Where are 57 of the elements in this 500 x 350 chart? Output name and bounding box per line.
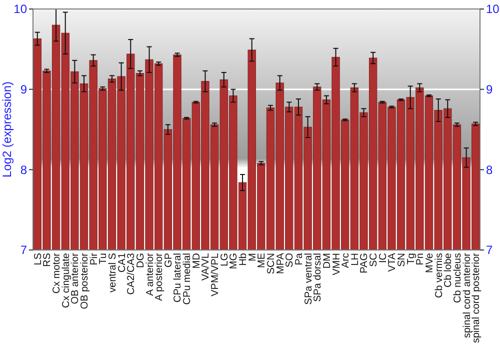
x-tick-label: VTA xyxy=(387,252,398,272)
x-tick-label: Hb xyxy=(238,252,250,266)
y2-tick-label: 10 xyxy=(486,2,500,16)
x-tick-label: SN xyxy=(396,253,408,267)
x-tick-label: Cx motor xyxy=(52,252,63,294)
x-tick-label: LG xyxy=(219,252,230,266)
x-tick-label: Cb nucleus xyxy=(452,253,464,304)
x-tick-label: PAG xyxy=(359,252,370,274)
x-tick-label: Pir xyxy=(88,252,100,266)
x-tick-label: MVe xyxy=(424,252,436,274)
x-tick-label: VA/VL xyxy=(200,252,212,281)
x-tick-label: Cb vermis xyxy=(434,253,445,298)
x-tick-label: ventral S xyxy=(107,252,118,292)
x-tick-label: CA2/CA3 xyxy=(126,252,138,295)
x-tick-label: SPa dorsal xyxy=(312,253,324,302)
x-tick-label: OB posterior xyxy=(80,252,91,310)
x-tick-label: A anterior xyxy=(144,252,156,296)
x-tick-label: Arc xyxy=(340,253,352,268)
x-tick-label: LS xyxy=(32,252,44,266)
x-tick-label: MPA xyxy=(275,252,286,274)
y-tick-label: 9 xyxy=(20,82,28,97)
x-tick-label: ME xyxy=(256,252,268,268)
x-tick-label: GP xyxy=(163,252,174,268)
x-tick-label: CA1 xyxy=(116,252,128,272)
y2-tick-label: 7 xyxy=(486,243,493,258)
y-axis-title: Log2 (expression) xyxy=(0,81,14,178)
x-tick-label: SCN xyxy=(266,253,277,274)
x-tick-label: SC xyxy=(368,253,380,267)
x-tick-label: DM xyxy=(322,253,333,269)
x-tick-label: RS xyxy=(42,252,54,267)
x-tick-label: Cb lobe xyxy=(443,252,454,288)
x-tick-label: A posterior xyxy=(154,252,166,301)
x-tick-label: SO xyxy=(284,252,296,268)
x-tick-label: CPu medial xyxy=(182,253,194,305)
y2-tick-label: 9 xyxy=(486,82,493,97)
x-tick-label: CPu lateral xyxy=(172,253,184,302)
x-tick-label: VPM/VPL xyxy=(210,252,222,296)
x-tick-label: MD xyxy=(191,253,202,269)
x-tick-label: MG xyxy=(228,252,240,270)
x-tick-label: VMH xyxy=(331,253,342,276)
x-tick-label: DG xyxy=(135,252,146,268)
x-tick-label: Cx cingulate xyxy=(60,252,72,308)
x-tick-label: Tg xyxy=(406,253,417,265)
x-tick-label: Pn xyxy=(415,253,426,266)
x-tick-label: spinal cord posterior xyxy=(471,252,482,344)
y-tick-label: 7 xyxy=(20,243,28,258)
x-tick-label: M xyxy=(247,253,258,262)
x-tick-label: OB anterior xyxy=(70,252,82,304)
x-tick-label: Pa xyxy=(294,252,305,266)
x-tick-label: LH xyxy=(350,253,361,266)
y2-tick-label: 8 xyxy=(486,162,493,177)
x-tick-label: SPa ventral xyxy=(303,253,314,305)
y-tick-label: 8 xyxy=(20,162,28,177)
x-tick-label: IC xyxy=(378,253,389,263)
x-tick-label: spinal cord anterior xyxy=(462,252,473,338)
x-tick-label: Tu xyxy=(98,253,110,264)
y-tick-label: 10 xyxy=(14,2,28,16)
